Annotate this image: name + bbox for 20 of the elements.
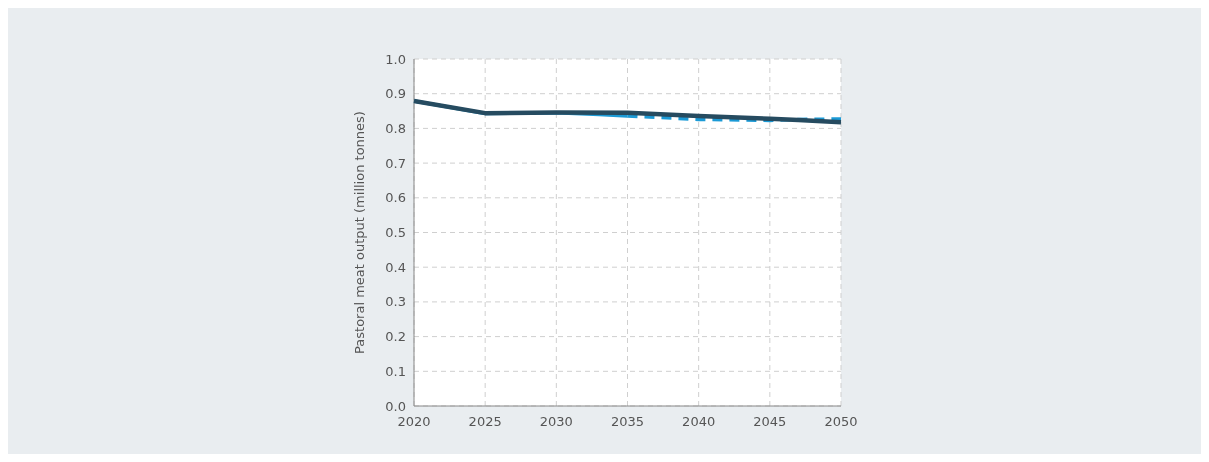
y-tick-label: 0.0 bbox=[385, 398, 406, 414]
x-tick-label: 2035 bbox=[610, 414, 645, 429]
y-tick-label: 0.9 bbox=[385, 86, 406, 102]
y-axis-title: Pastoral meat output (million tonnes) bbox=[352, 111, 367, 354]
y-tick-label: 0.8 bbox=[385, 120, 406, 136]
x-tick-label: 2020 bbox=[397, 414, 431, 429]
x-tick-label: 2045 bbox=[753, 414, 787, 429]
x-tick-label: 2030 bbox=[539, 414, 573, 429]
y-tick-label: 0.7 bbox=[385, 155, 406, 171]
x-tick-label: 2050 bbox=[824, 414, 858, 429]
y-tick-label: 0.6 bbox=[385, 190, 406, 206]
y-tick-label: 0.4 bbox=[385, 259, 406, 275]
y-tick-label: 1.0 bbox=[385, 51, 406, 67]
y-tick-label: 0.3 bbox=[385, 294, 406, 310]
y-tick-label: 0.1 bbox=[385, 363, 406, 379]
x-tick-label: 2025 bbox=[468, 414, 502, 429]
y-tick-label: 0.2 bbox=[385, 329, 406, 345]
x-tick-label: 2040 bbox=[682, 414, 716, 429]
y-tick-label: 0.5 bbox=[385, 225, 406, 241]
line-series bbox=[411, 98, 844, 125]
